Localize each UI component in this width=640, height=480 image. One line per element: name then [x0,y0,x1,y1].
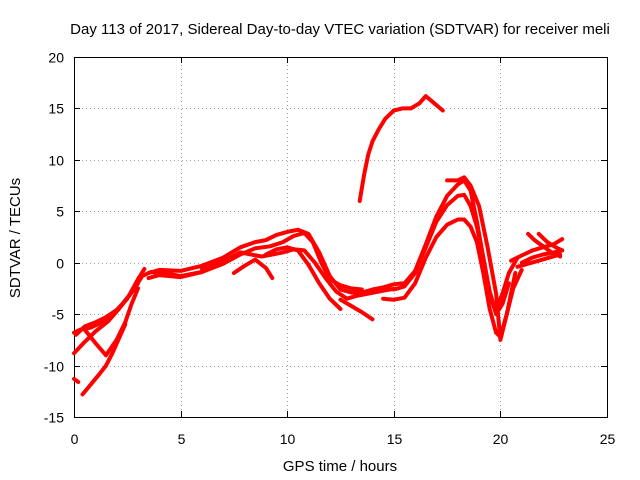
series-trace-7 [146,227,405,295]
x-tick-label: 0 [71,431,79,447]
series-trace-16 [402,178,511,317]
series-trace-19 [515,252,563,269]
x-tick-label: 15 [387,431,403,447]
y-tick-label: 10 [48,153,64,169]
axis-ticks: 0 5 10 15 20 25 -15 -10 -5 0 5 10 15 20 [44,50,616,448]
x-tick-label: 5 [178,431,186,447]
series-trace-3 [74,266,147,337]
series-trace-22 [526,231,563,259]
series-trace-21 [536,231,565,253]
y-tick-label: 5 [56,204,64,220]
x-tick-label: 20 [493,431,509,447]
series-trace-5 [80,322,128,397]
x-tick-label: 25 [600,431,616,447]
series-trace-17 [445,175,518,342]
series-trace-13 [357,94,445,203]
plot-frame [74,57,608,418]
y-tick-label: -5 [52,307,65,323]
series-group [72,94,565,397]
y-tick-label: -10 [44,359,64,375]
series-trace-8 [146,230,364,292]
series-trace-10 [231,257,275,281]
series-trace-18 [509,237,565,263]
series-trace-20 [519,248,565,265]
series-trace-9 [199,247,401,301]
y-tick-label: 0 [56,256,64,272]
grid [74,57,607,417]
y-tick-label: -15 [44,410,64,426]
y-tick-label: 20 [48,50,64,66]
y-tick-label: 15 [48,101,64,117]
series-trace-11 [263,245,343,311]
x-tick-label: 10 [280,431,296,447]
series-trace-12 [338,297,375,322]
series-trace-6 [72,376,81,384]
chart-title: Day 113 of 2017, Sidereal Day-to-day VTE… [70,21,610,38]
y-axis-label: SDTVAR / TECUs [7,178,24,298]
x-axis-label: GPS time / hours [283,458,397,475]
